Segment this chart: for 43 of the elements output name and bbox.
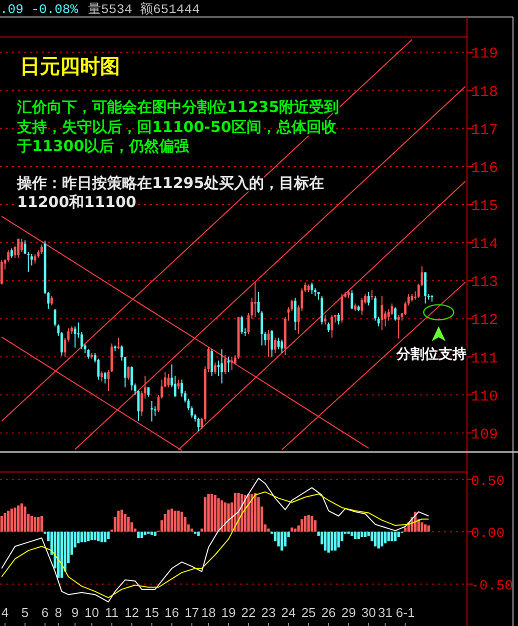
x-tick-label: 4	[1, 605, 9, 620]
y-tick-label: 119	[471, 46, 498, 63]
text: .09 -0.08%	[0, 2, 78, 17]
x-tick-label: 25	[301, 605, 316, 620]
x-tick-label: 9	[71, 605, 79, 620]
x-tick-label: 6	[41, 605, 49, 620]
annotation: 汇价向下，可能会在图中分割位11235附近受到	[16, 98, 340, 116]
y-tick-label: 109	[471, 426, 498, 444]
y-tick-label: 110	[471, 388, 498, 406]
x-tick-label: 6-1	[396, 605, 415, 620]
y-tick-label: 0.00	[471, 526, 505, 542]
x-tick-label: 15	[144, 605, 160, 620]
y-tick-label: 117	[471, 122, 498, 139]
x-tick-label: 31	[378, 605, 393, 620]
y-tick-label: 114	[471, 236, 498, 254]
x-tick-label: 16	[164, 605, 180, 620]
x-tick-label: 17	[184, 605, 200, 620]
x-tick-label: 29	[341, 605, 356, 620]
x-tick-label: 5	[21, 605, 29, 620]
x-tick-label: 24	[281, 605, 296, 620]
x-tick-label: 12	[124, 605, 139, 620]
x-tick-label: 10	[84, 605, 99, 620]
x-tick-label: 23	[261, 605, 276, 620]
x-tick-label: 26	[321, 605, 336, 620]
y-tick-label: 118	[471, 84, 498, 101]
y-tick-label: 115	[471, 198, 498, 216]
x-tick-label: 18	[201, 605, 216, 620]
y-tick-label: 116	[471, 160, 498, 177]
text: 日元四时图	[20, 54, 120, 78]
y-tick-label: 0.50	[471, 474, 505, 490]
text: 量5534 额651444	[88, 2, 200, 17]
annotation: 分割位支持	[396, 345, 467, 362]
y-tick-label: -0.50	[471, 578, 514, 595]
y-tick-label: 111	[471, 350, 498, 368]
x-tick-label: 19	[221, 605, 236, 620]
x-tick-label: 30	[361, 605, 376, 620]
x-tick-label: 8	[54, 605, 62, 620]
annotation: 于11300以后，仍然偏强	[16, 137, 190, 155]
annotation: 11200和11100	[17, 193, 136, 211]
y-tick-label: 112	[471, 312, 498, 330]
x-tick-label: 22	[241, 605, 256, 620]
y-tick-label: 113	[471, 274, 498, 292]
x-tick-label: 11	[104, 605, 118, 620]
